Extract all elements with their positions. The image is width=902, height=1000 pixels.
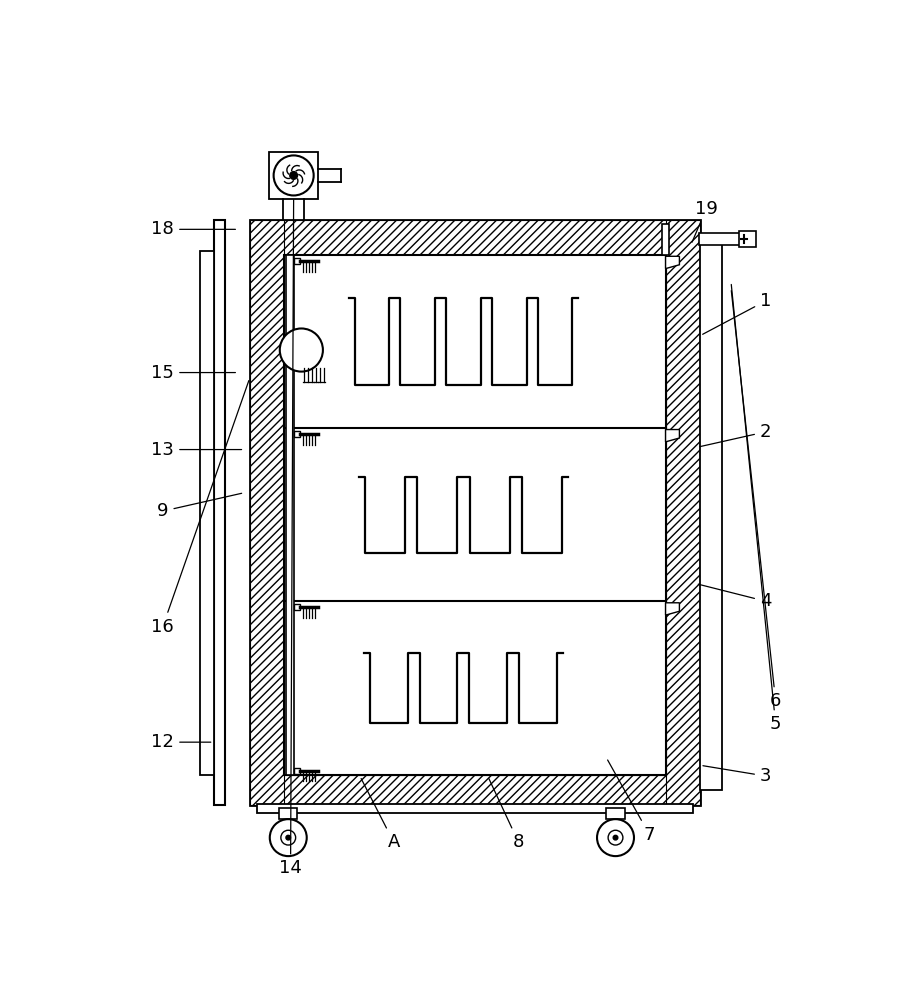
- Text: 2: 2: [700, 423, 771, 447]
- Circle shape: [597, 819, 634, 856]
- Text: 15: 15: [152, 364, 235, 382]
- Bar: [739, 231, 756, 247]
- Circle shape: [270, 819, 307, 856]
- Bar: [606, 808, 625, 819]
- Bar: [286, 255, 294, 774]
- Bar: [294, 768, 299, 774]
- Bar: [214, 220, 226, 805]
- Text: 19: 19: [692, 200, 718, 242]
- Bar: [279, 808, 298, 819]
- Bar: [294, 431, 299, 437]
- Text: 18: 18: [152, 220, 235, 238]
- Text: A: A: [361, 779, 400, 851]
- Bar: [257, 804, 693, 813]
- Bar: [250, 220, 284, 805]
- Text: 8: 8: [489, 779, 524, 851]
- Text: 9: 9: [157, 493, 242, 520]
- Circle shape: [608, 830, 623, 845]
- Bar: [699, 233, 741, 245]
- Polygon shape: [666, 430, 679, 442]
- Text: 16: 16: [152, 381, 249, 636]
- Circle shape: [286, 835, 290, 840]
- Text: 6: 6: [732, 291, 781, 710]
- Text: 5: 5: [732, 284, 781, 733]
- Text: 4: 4: [698, 584, 771, 610]
- Bar: [666, 220, 700, 805]
- Bar: [284, 255, 666, 774]
- Polygon shape: [666, 256, 679, 269]
- Bar: [294, 604, 299, 610]
- Text: 13: 13: [152, 441, 242, 459]
- Text: 14: 14: [279, 200, 302, 877]
- Polygon shape: [666, 603, 679, 615]
- Bar: [662, 224, 669, 255]
- Bar: [199, 251, 214, 774]
- Bar: [250, 220, 700, 255]
- Text: 7: 7: [608, 760, 655, 844]
- Circle shape: [290, 172, 298, 179]
- Circle shape: [613, 835, 618, 840]
- Circle shape: [280, 328, 323, 372]
- Text: 1: 1: [703, 292, 771, 334]
- Bar: [250, 774, 700, 805]
- Circle shape: [281, 830, 296, 845]
- Bar: [294, 258, 299, 264]
- Circle shape: [273, 155, 314, 195]
- Bar: [250, 220, 700, 805]
- Bar: [269, 152, 318, 199]
- Text: 3: 3: [703, 766, 771, 785]
- Text: 12: 12: [152, 733, 211, 751]
- Bar: [700, 235, 722, 790]
